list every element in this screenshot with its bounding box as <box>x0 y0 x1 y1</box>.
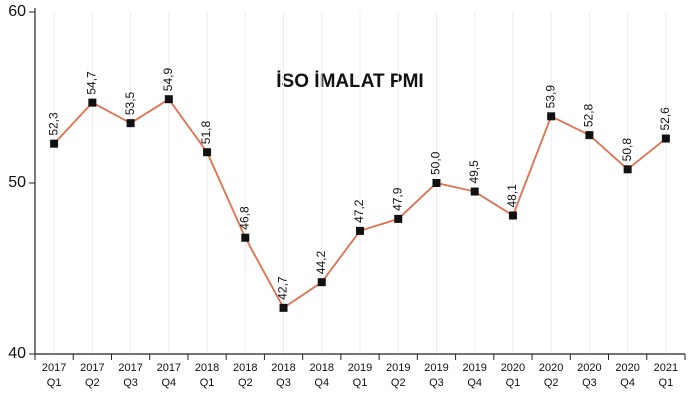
point <box>508 211 517 220</box>
x-tick-label: 2019 <box>386 362 410 374</box>
x-tick-label: Q3 <box>276 377 291 389</box>
point <box>356 226 364 235</box>
x-tick-label: 2018 <box>271 362 295 374</box>
x-tick-label: 2019 <box>424 362 448 374</box>
data-label: 54,9 <box>161 68 175 92</box>
x-tick-label: Q3 <box>429 377 444 389</box>
point <box>88 98 97 107</box>
point <box>164 95 173 104</box>
x-tick-label: Q3 <box>123 377 138 389</box>
point <box>470 187 479 196</box>
x-tick-label: Q1 <box>47 377 62 389</box>
data-label: 52,8 <box>582 103 596 127</box>
x-tick-label: 2017 <box>80 362 104 374</box>
x-tick-label: Q3 <box>582 377 597 389</box>
data-label: 42,7 <box>276 276 290 300</box>
data-label: 50,0 <box>429 151 443 175</box>
x-tick-label: Q2 <box>85 377 100 389</box>
data-label: 54,7 <box>85 71 99 95</box>
y-tick-label: 50 <box>8 174 26 191</box>
point <box>661 134 670 143</box>
y-tick-label: 60 <box>8 3 26 20</box>
point <box>547 112 556 121</box>
data-label: 52,3 <box>46 112 60 136</box>
point <box>126 119 135 128</box>
x-tick-label: 2017 <box>118 362 142 374</box>
point <box>317 278 326 287</box>
data-label: 47,9 <box>390 187 404 211</box>
x-tick-label: Q4 <box>314 377 329 389</box>
data-label: 49,5 <box>467 160 481 184</box>
x-tick-label: 2017 <box>42 362 66 374</box>
x-tick-label: Q2 <box>544 377 559 389</box>
x-tick-label: Q4 <box>620 377 635 389</box>
data-label: 51,8 <box>199 121 213 145</box>
y-tick-label: 40 <box>8 345 26 362</box>
x-tick-label: Q1 <box>506 377 521 389</box>
x-tick-label: 2020 <box>577 362 601 374</box>
data-label: 46,8 <box>237 206 251 230</box>
data-label: 50,8 <box>620 138 634 162</box>
data-label: 48,1 <box>505 184 519 208</box>
data-label: 53,9 <box>543 85 557 109</box>
x-tick-label: 2020 <box>539 362 563 374</box>
data-label: 52,6 <box>658 107 672 131</box>
x-tick-label: Q4 <box>467 377 482 389</box>
x-tick-label: 2018 <box>310 362 334 374</box>
x-tick-label: Q1 <box>659 377 674 389</box>
x-tick-label: 2021 <box>654 362 678 374</box>
x-tick-label: 2019 <box>348 362 372 374</box>
x-tick-label: Q1 <box>353 377 368 389</box>
x-tick-label: 2019 <box>462 362 486 374</box>
point <box>241 233 250 242</box>
point <box>623 165 632 174</box>
point <box>203 148 212 157</box>
data-label: 44,2 <box>314 250 328 274</box>
x-tick-label: 2017 <box>157 362 181 374</box>
data-label: 47,2 <box>352 199 366 223</box>
x-tick-label: Q4 <box>161 377 176 389</box>
x-tick-label: Q2 <box>238 377 253 389</box>
point <box>279 303 288 312</box>
x-tick-label: 2020 <box>615 362 639 374</box>
point <box>50 139 59 148</box>
x-tick-label: Q2 <box>391 377 406 389</box>
x-tick-label: 2018 <box>233 362 257 374</box>
data-label: 53,5 <box>123 91 137 115</box>
chart-title: İSO İMALAT PMI <box>276 71 423 92</box>
x-tick-label: 2020 <box>501 362 525 374</box>
x-tick-label: Q1 <box>200 377 215 389</box>
point <box>394 214 403 223</box>
x-tick-label: 2018 <box>195 362 219 374</box>
point <box>585 131 594 140</box>
point <box>432 179 441 187</box>
